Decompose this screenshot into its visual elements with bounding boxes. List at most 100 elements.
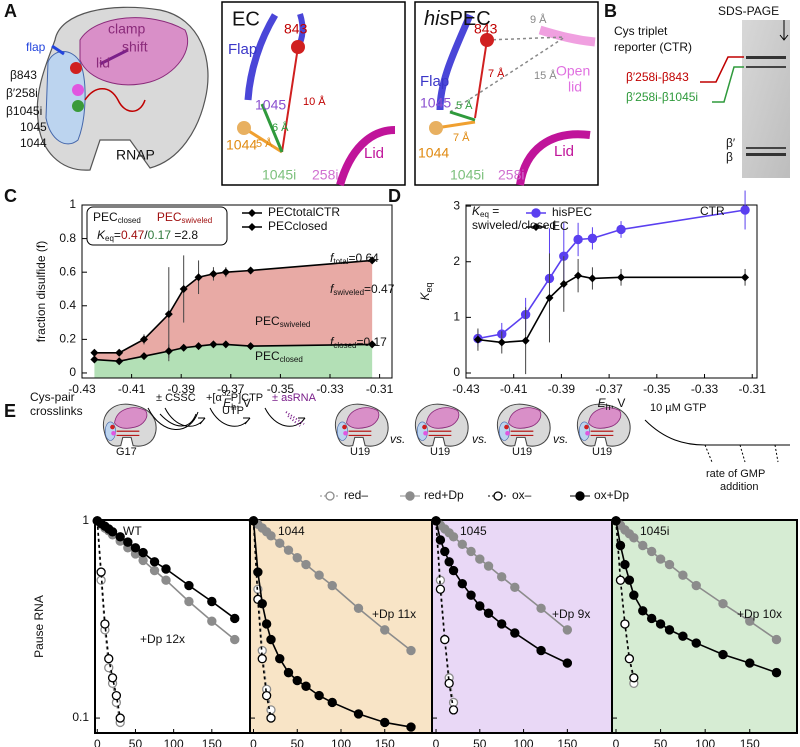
arrow bbox=[704, 444, 779, 463]
x-tick-label: -0.31 bbox=[366, 382, 394, 396]
point bbox=[691, 638, 701, 648]
annotation-part: f bbox=[330, 335, 335, 349]
flap-region bbox=[45, 51, 86, 145]
label: vs. bbox=[553, 432, 568, 446]
label: 258i bbox=[498, 167, 524, 183]
point bbox=[483, 561, 494, 571]
point bbox=[620, 559, 630, 570]
point bbox=[100, 619, 110, 629]
point bbox=[496, 572, 507, 582]
annotation-part: K bbox=[97, 228, 106, 242]
point bbox=[615, 540, 626, 551]
point bbox=[325, 491, 335, 501]
label: Lid bbox=[364, 145, 384, 162]
label: UTP bbox=[222, 405, 244, 417]
annotation-part: closed bbox=[280, 355, 303, 364]
annotation-part: = bbox=[489, 204, 499, 218]
y-tick-label: 0.6 bbox=[59, 264, 76, 278]
point bbox=[292, 675, 302, 686]
label: clamp bbox=[108, 21, 146, 37]
point bbox=[207, 616, 217, 626]
point bbox=[314, 690, 324, 701]
x-tick-label: 150 bbox=[202, 737, 222, 747]
point bbox=[545, 293, 554, 302]
x-tick-label: 100 bbox=[164, 737, 184, 747]
point bbox=[448, 697, 459, 708]
point bbox=[473, 335, 482, 344]
point bbox=[629, 590, 639, 600]
arrow bbox=[779, 20, 789, 41]
annotation-part: swiveled bbox=[333, 288, 364, 297]
label: 15 Å bbox=[534, 69, 557, 82]
label: 1045i bbox=[450, 167, 484, 183]
point bbox=[435, 575, 446, 585]
chart: 0 50 100 150 1044 +Dp 11x bbox=[248, 516, 433, 747]
x-tick-label: 50 bbox=[291, 737, 305, 747]
point bbox=[257, 599, 267, 609]
fold-note: +Dp 10x bbox=[737, 607, 782, 621]
rnap-cartoon bbox=[576, 403, 631, 447]
point bbox=[629, 533, 639, 543]
distance-line bbox=[449, 36, 566, 113]
point bbox=[745, 658, 755, 668]
point bbox=[138, 555, 148, 566]
label: Open bbox=[556, 63, 590, 79]
plot-background bbox=[432, 520, 612, 733]
y-tick-label: 3 bbox=[453, 198, 460, 212]
x-tick-label: 100 bbox=[331, 737, 351, 747]
y-tick-label: 2 bbox=[453, 254, 460, 268]
annotation-part: PEC bbox=[93, 210, 118, 224]
atom bbox=[429, 121, 443, 135]
distance-line bbox=[260, 103, 284, 153]
point bbox=[327, 580, 337, 591]
y-axis-label-part: K bbox=[418, 292, 432, 301]
x-tick-label: 50 bbox=[129, 737, 143, 747]
annotation: fswiveled=0.47 bbox=[330, 282, 395, 297]
point bbox=[115, 348, 124, 357]
legend-label: hisPEC bbox=[552, 205, 592, 219]
label: 1045i bbox=[262, 167, 296, 183]
annotation-part: 0.17 bbox=[148, 228, 172, 242]
label-part: 32 bbox=[222, 389, 231, 398]
y-tick-label: 1 bbox=[69, 197, 76, 211]
point bbox=[483, 608, 494, 618]
point bbox=[536, 645, 546, 656]
series-line bbox=[94, 259, 373, 354]
label: 10 µM GTP bbox=[650, 402, 706, 414]
point bbox=[209, 269, 218, 278]
atom bbox=[237, 121, 251, 135]
point bbox=[368, 340, 377, 349]
annotation-part: =0.17 bbox=[356, 335, 387, 349]
x-tick-label: 0 bbox=[250, 737, 257, 747]
point bbox=[718, 649, 728, 660]
point bbox=[115, 713, 125, 723]
point bbox=[123, 537, 133, 547]
point bbox=[616, 224, 626, 235]
label: Flap bbox=[420, 73, 449, 90]
point bbox=[164, 310, 173, 319]
point bbox=[111, 690, 122, 701]
frame bbox=[221, 1, 406, 186]
point bbox=[184, 580, 194, 591]
x-tick-label: -0.41 bbox=[500, 382, 528, 396]
label: U19 bbox=[592, 446, 612, 458]
label: 1045 bbox=[20, 120, 47, 134]
point bbox=[655, 554, 666, 564]
point bbox=[266, 531, 276, 541]
point bbox=[207, 596, 217, 607]
label: reporter (CTR) bbox=[614, 40, 692, 54]
point bbox=[209, 340, 218, 349]
x-axis-label-part: , V bbox=[611, 396, 626, 410]
chart: 0 50 100 150 1045 +Dp 9x bbox=[431, 516, 613, 747]
arrow bbox=[147, 407, 199, 430]
panel-label: A bbox=[4, 1, 17, 21]
legend-label: PECtotalCTR bbox=[268, 205, 340, 219]
label: β1045i bbox=[6, 104, 42, 118]
panel-title: 1045i bbox=[640, 524, 669, 538]
label: U19 bbox=[350, 446, 370, 458]
point bbox=[475, 601, 485, 611]
series-line bbox=[94, 343, 373, 363]
gel bbox=[742, 20, 790, 178]
panel-b: B SDS-PAGE Cys triplet reporter (CTR) β′… bbox=[604, 1, 790, 178]
y-tick-label: 0 bbox=[453, 365, 460, 379]
